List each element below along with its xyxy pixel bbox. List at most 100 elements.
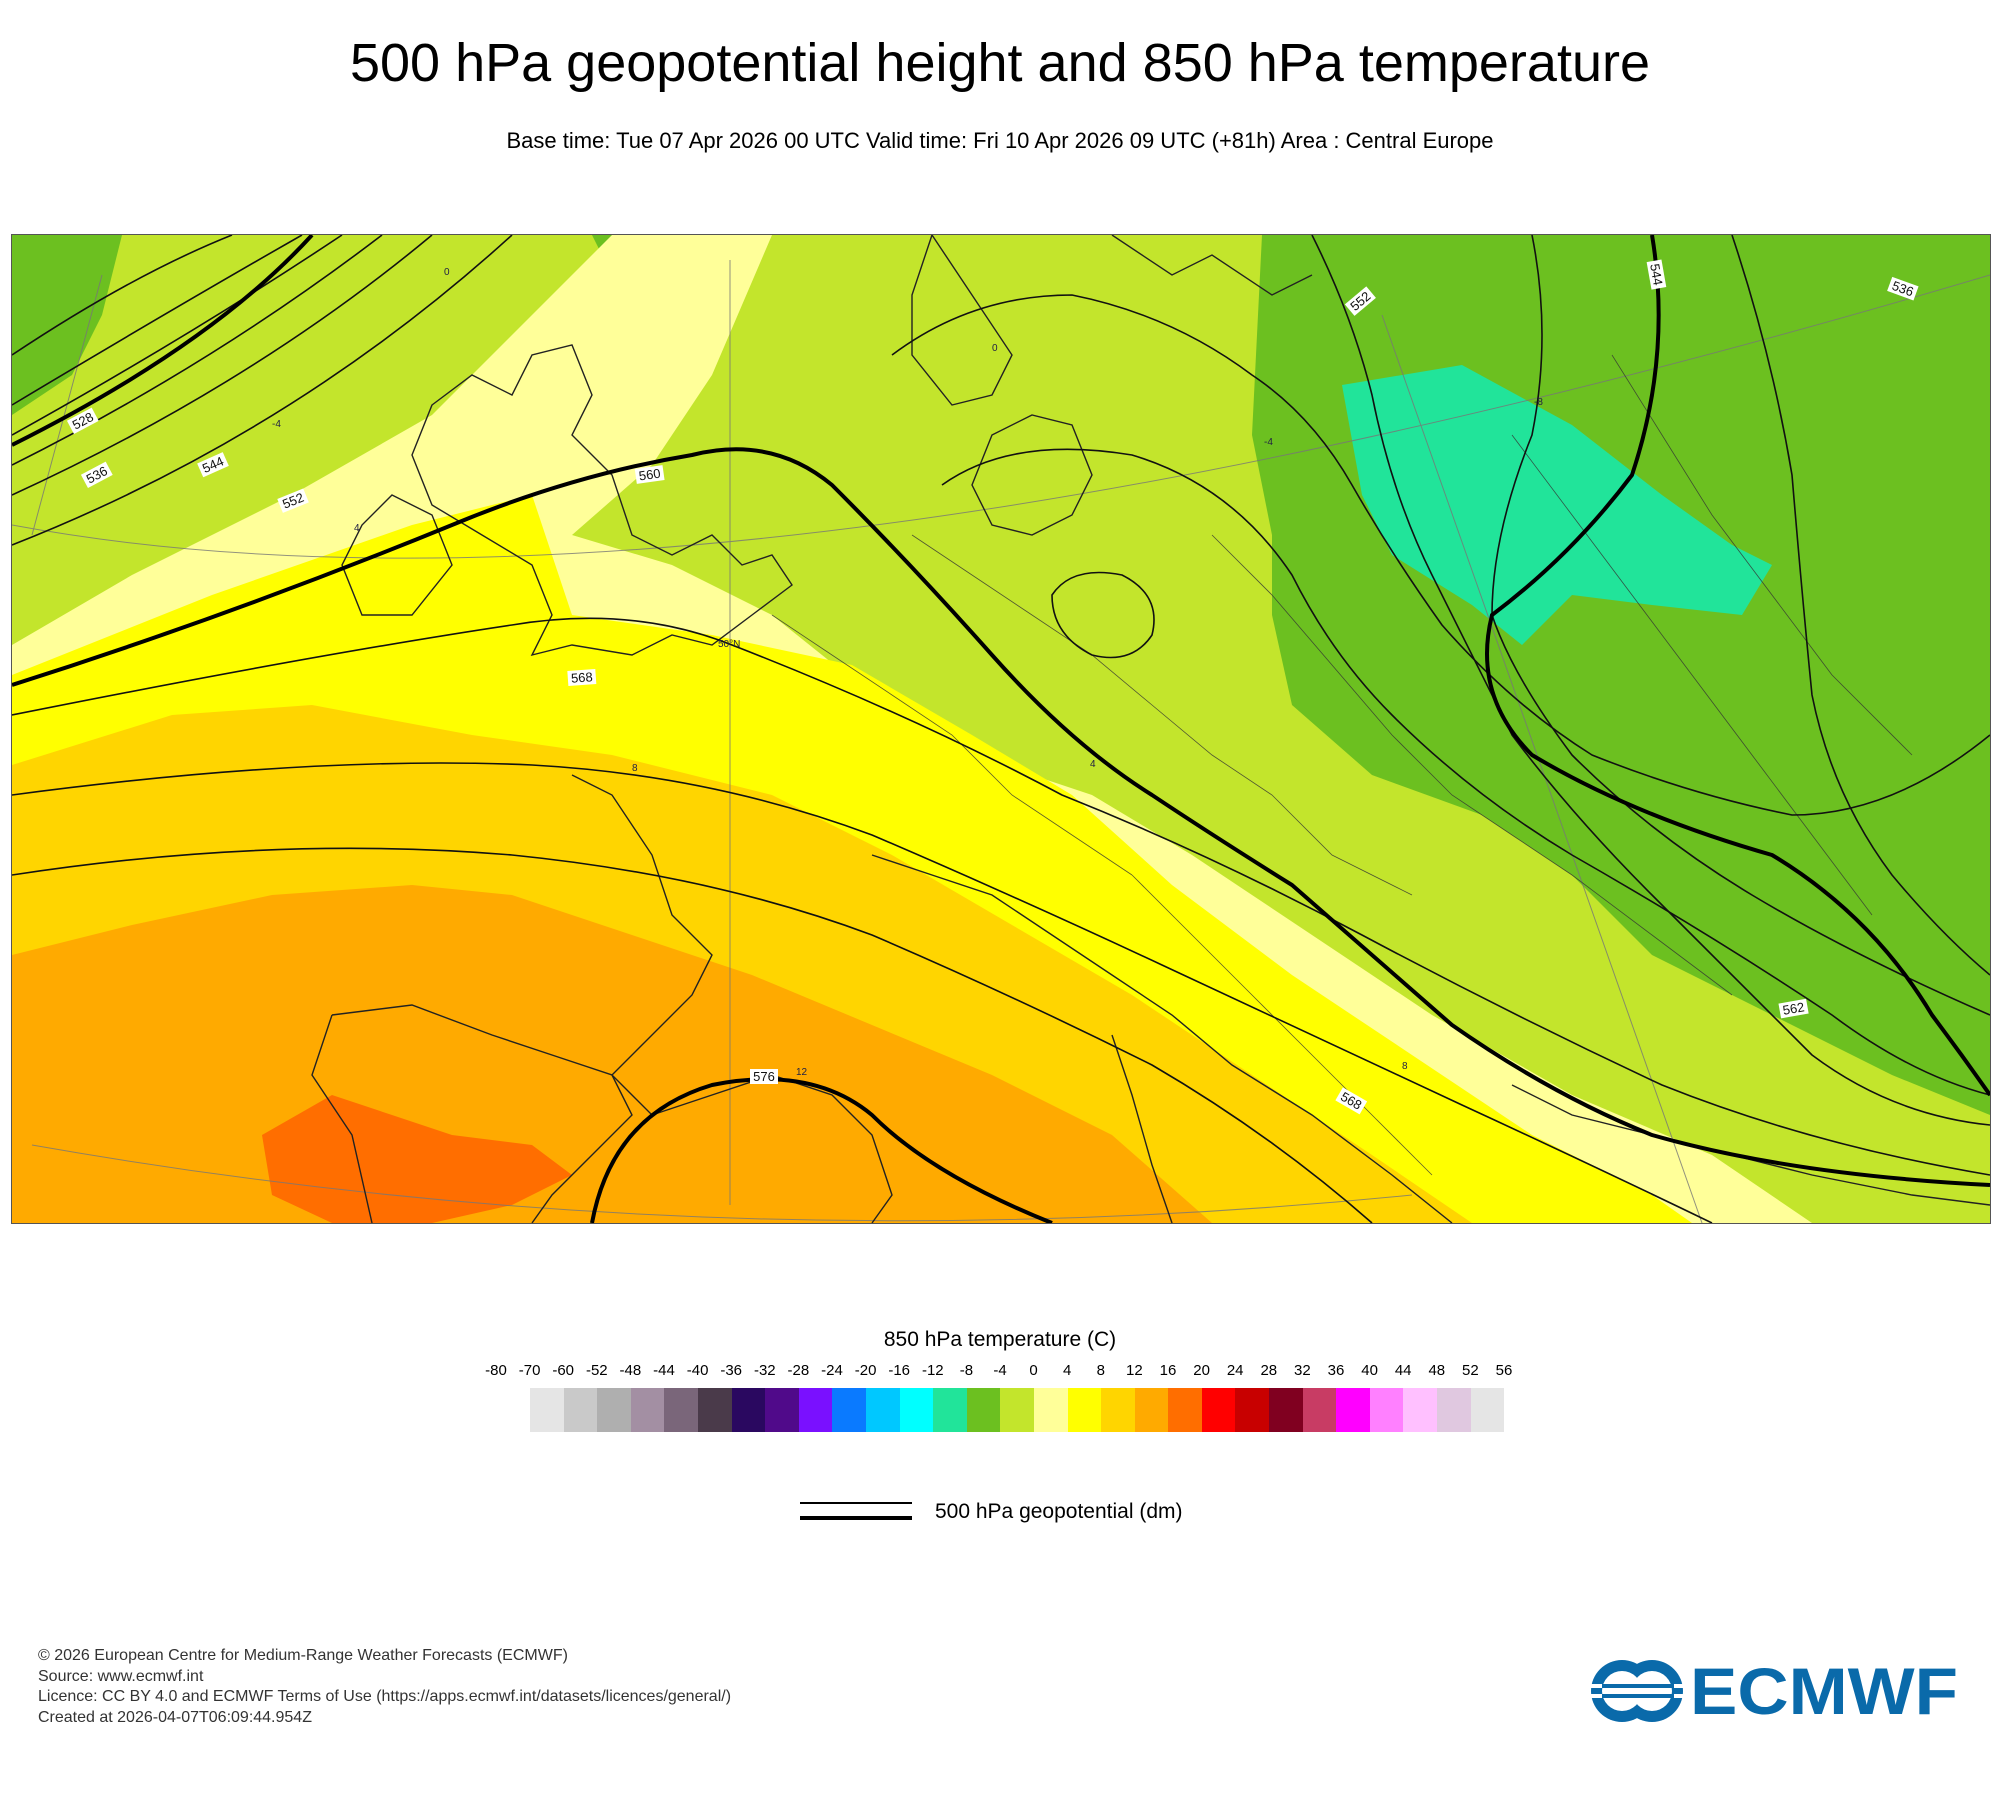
legend-tick: -36: [720, 1362, 743, 1379]
legend-swatch: [1067, 1388, 1102, 1432]
legend-tick: -16: [888, 1362, 911, 1379]
legend-swatch: [630, 1388, 665, 1432]
legend-swatch: [664, 1388, 698, 1432]
legend-swatch: [798, 1388, 833, 1432]
temp-label: 0: [992, 343, 998, 354]
legend-swatch: [832, 1388, 866, 1432]
legend-swatch: [1033, 1388, 1068, 1432]
forecast-map[interactable]: 528 536 544 552 560 568 576 552 544 536 …: [11, 234, 1991, 1224]
legend-swatch: [1369, 1388, 1404, 1432]
contour-label: 562: [1782, 999, 1806, 1018]
legend-swatch: [899, 1388, 934, 1432]
legend-swatch: [597, 1388, 631, 1432]
contour-label: 576: [753, 1069, 775, 1084]
legend-tick: 20: [1193, 1362, 1210, 1379]
copyright-text: © 2026 European Centre for Medium-Range …: [38, 1647, 568, 1664]
legend-color-bar: [530, 1388, 1505, 1432]
legend-tick: -70: [518, 1362, 541, 1379]
legend-swatch: [1403, 1388, 1438, 1432]
temperature-legend-title: 850 hPa temperature (C): [883, 1328, 1117, 1351]
temp-label: 4: [354, 523, 360, 534]
legend-tick: 44: [1394, 1362, 1412, 1379]
contour-labels: 528 536 544 552 560 568 576 552 544 536 …: [66, 259, 1919, 1115]
legend-tick: 40: [1361, 1362, 1378, 1379]
legend-tick: 16: [1159, 1362, 1177, 1379]
legend-tick: -20: [854, 1362, 877, 1379]
legend-tick: 12: [1126, 1362, 1143, 1379]
legend-tick: 56: [1495, 1362, 1513, 1379]
source-text: Source: www.ecmwf.int: [38, 1667, 204, 1685]
legend-tick: 8: [1096, 1362, 1105, 1379]
legend-tick: 32: [1294, 1362, 1311, 1379]
legend-ticks: -80 -70 -60 -52 -48 -44 -40 -36 -32 -28 -24 -20 -16-…: [484, 1362, 1512, 1386]
legend-tick: -52: [585, 1362, 608, 1379]
temp-label: -4: [272, 419, 281, 430]
page-title: 500 hPa geopotential height and 850 hPa …: [349, 33, 1650, 93]
legend-swatch: [1336, 1388, 1370, 1432]
legend-tick: -12: [921, 1362, 944, 1379]
geopotential-contours: [12, 235, 1990, 1223]
legend-tick: -44: [653, 1362, 675, 1379]
geopotential-line-sample: [800, 1498, 912, 1524]
legend-swatch: [1000, 1388, 1034, 1432]
legend-swatch: [1269, 1388, 1303, 1432]
legend-swatch: [865, 1388, 900, 1432]
temp-label: 8: [632, 763, 638, 774]
legend-swatch: [1134, 1388, 1169, 1432]
legend-swatch: [1168, 1388, 1202, 1432]
borders: [771, 354, 1913, 1176]
legend-swatch: [765, 1388, 799, 1432]
legend-swatch: [1101, 1388, 1135, 1432]
legend-swatch: [966, 1388, 1001, 1432]
latitude-label: 50°N: [718, 639, 740, 650]
legend-tick: 36: [1327, 1362, 1345, 1379]
legend-tick: 28: [1260, 1362, 1278, 1379]
contour-label: 560: [638, 466, 662, 484]
legend-swatch: [563, 1388, 598, 1432]
legend-swatch: [697, 1388, 732, 1432]
temp-fill-nw-cold: [12, 235, 122, 415]
legend-swatch: [1437, 1388, 1471, 1432]
contour-label: 536: [1890, 278, 1916, 300]
temp-fill-coldest: [1342, 365, 1772, 645]
legend-tick: -80: [485, 1362, 507, 1379]
legend-tick: 52: [1462, 1362, 1479, 1379]
temp-label: -8: [1534, 397, 1543, 408]
legend-tick: 24: [1226, 1362, 1244, 1379]
legend-swatch: [731, 1388, 766, 1432]
legend-swatch: [1201, 1388, 1236, 1432]
page-subtitle: Base time: Tue 07 Apr 2026 00 UTC Valid …: [506, 128, 1494, 153]
legend-tick: -4: [993, 1362, 1007, 1379]
contour-label: 544: [1647, 263, 1666, 287]
legend-tick: 0: [1029, 1362, 1038, 1379]
legend-tick: -24: [821, 1362, 843, 1379]
temp-fill-warm: [262, 1095, 572, 1223]
legend-tick: -60: [552, 1362, 575, 1379]
licence-text: Licence: CC BY 4.0 and ECMWF Terms of Us…: [38, 1688, 732, 1705]
legend-tick: -48: [619, 1362, 642, 1379]
temp-label: 4: [1090, 759, 1096, 770]
svg-text:ECMWF: ECMWF: [1690, 1654, 1958, 1728]
legend-tick: -28: [787, 1362, 810, 1379]
legend-tick: -40: [686, 1362, 709, 1379]
geopotential-legend-label: 500 hPa geopotential (dm): [935, 1500, 1183, 1523]
footer: © 2026 European Centre for Medium-Range …: [38, 1646, 731, 1728]
legend-tick: -32: [753, 1362, 776, 1379]
legend-tick: -8: [959, 1362, 974, 1379]
legend-swatch: [1470, 1388, 1505, 1432]
legend-tick: 48: [1428, 1362, 1446, 1379]
temp-label: -4: [1264, 437, 1273, 448]
geopotential-contours-bold: [12, 235, 1990, 1223]
temp-label: 12: [796, 1067, 808, 1078]
legend-swatch: [1302, 1388, 1337, 1432]
ecmwf-logo: ECMWF: [1588, 1654, 1958, 1728]
temp-label: 0: [444, 267, 450, 278]
contour-label: 568: [570, 669, 593, 685]
coastlines: [311, 235, 1990, 1223]
graticule: [12, 260, 1990, 1223]
legend-swatch: [1235, 1388, 1270, 1432]
legend-tick: 4: [1063, 1362, 1072, 1379]
legend-swatch: [933, 1388, 967, 1432]
temp-label: 8: [1402, 1061, 1408, 1072]
legend-swatch: [530, 1388, 564, 1432]
